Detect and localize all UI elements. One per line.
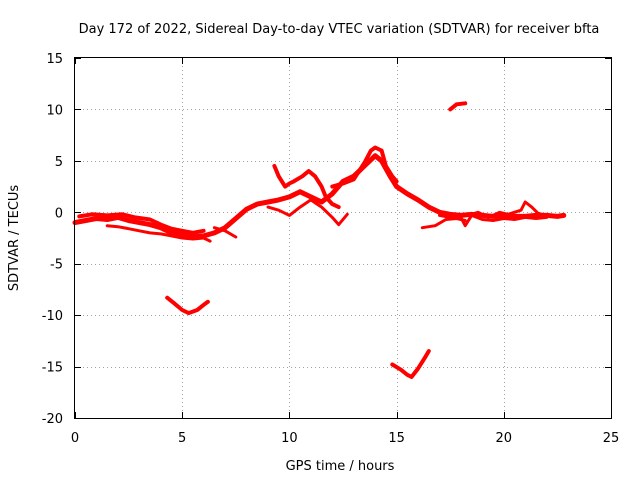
- data-series-group: [72, 101, 567, 379]
- series-track-6: [266, 198, 349, 227]
- y-tick-label: -20: [42, 412, 63, 427]
- plot-frame: [74, 57, 612, 419]
- series-track-2: [77, 212, 206, 235]
- series-track-14: [390, 349, 431, 379]
- y-tick-label: -15: [42, 361, 63, 376]
- series-track-5: [272, 164, 341, 210]
- series-track-9: [438, 213, 463, 220]
- series-track-4: [212, 226, 238, 239]
- x-tick-label: 25: [603, 431, 620, 446]
- chart-title: Day 172 of 2022, Sidereal Day-to-day VTE…: [79, 22, 600, 37]
- y-tick-label: -10: [42, 309, 63, 324]
- x-tick-label: 10: [281, 431, 298, 446]
- grid: [75, 58, 611, 418]
- series-track-3: [105, 224, 212, 243]
- y-axis-label: SDTVAR / TECUs: [7, 185, 22, 292]
- series-track-11: [470, 200, 549, 219]
- y-tick-label: -5: [50, 258, 63, 273]
- series-track-13: [165, 295, 210, 316]
- series-track-12: [448, 101, 468, 112]
- series-track-7: [330, 145, 399, 189]
- y-tick-label: 10: [46, 103, 63, 118]
- y-tick-label: 15: [46, 52, 63, 67]
- x-tick-label: 5: [178, 431, 186, 446]
- axis-ticks: 0 5 10 15 20 25 -20 -15 -10 -5 0 5 10 15: [42, 52, 620, 446]
- series-track-10: [459, 213, 549, 228]
- x-tick-label: 0: [71, 431, 79, 446]
- x-axis-label: GPS time / hours: [286, 459, 395, 474]
- x-tick-label: 15: [388, 431, 405, 446]
- x-tick-label: 20: [496, 431, 513, 446]
- y-tick-label: 0: [55, 206, 63, 221]
- y-tick-label: 5: [55, 155, 63, 170]
